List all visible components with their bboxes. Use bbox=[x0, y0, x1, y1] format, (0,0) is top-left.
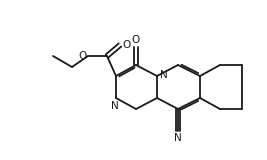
Text: O: O bbox=[132, 35, 140, 45]
Text: O: O bbox=[122, 40, 130, 50]
Text: O: O bbox=[79, 51, 87, 61]
Text: N: N bbox=[174, 133, 182, 143]
Text: N: N bbox=[111, 101, 119, 111]
Text: N: N bbox=[160, 70, 168, 80]
